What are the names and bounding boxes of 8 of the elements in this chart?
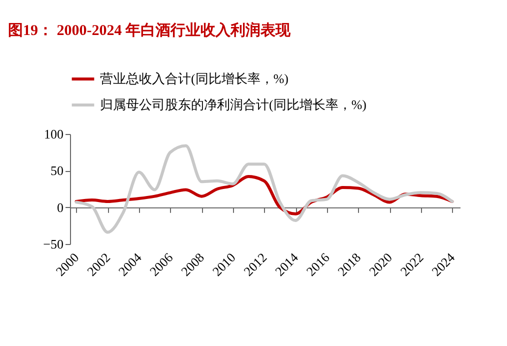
legend-label: 归属母公司股东的净利润合计(同比增长率，%) xyxy=(100,97,366,112)
y-tick-label: 50 xyxy=(50,163,64,178)
y-tick-label: 100 xyxy=(44,126,64,142)
y-tick-label: −50 xyxy=(43,236,64,252)
line-series xyxy=(74,144,454,234)
chart-title: 图19： 2000-2024 年白酒行业收入利润表现 xyxy=(8,21,292,39)
legend-label: 营业总收入合计(同比增长率，%) xyxy=(100,71,288,86)
y-tick-label: 0 xyxy=(57,200,64,215)
